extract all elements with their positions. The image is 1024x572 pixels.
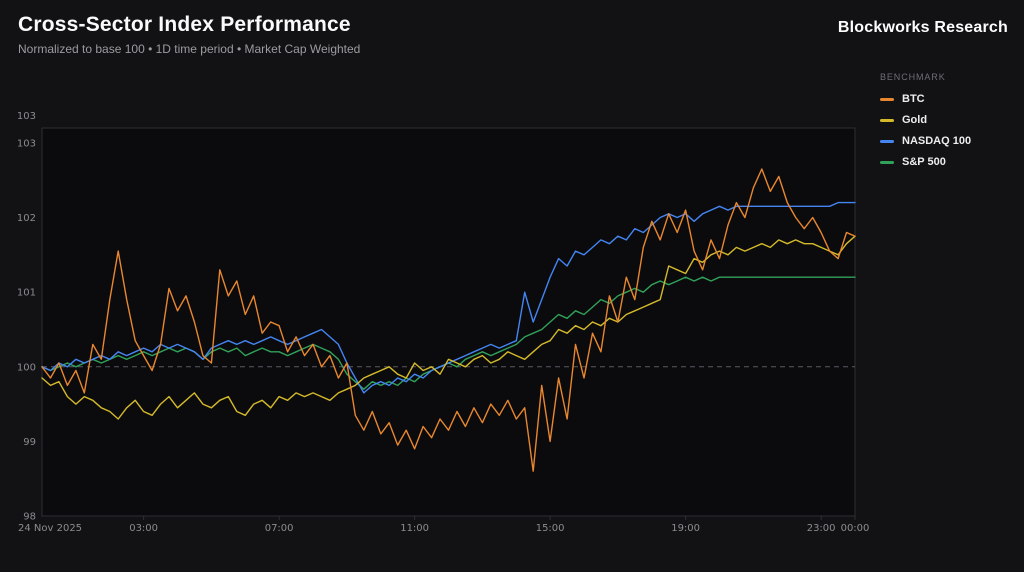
legend-label: Gold <box>902 114 928 126</box>
legend-items: BTC Gold NASDAQ 100 S&P 500 <box>880 93 1020 168</box>
x-tick-label: 07:00 <box>265 523 294 534</box>
title-block: Cross-Sector Index Performance Normalize… <box>18 13 360 56</box>
legend-item-gold[interactable]: Gold <box>880 114 1020 126</box>
y-tick-label: 103 <box>17 138 36 149</box>
legend-swatch-nasdaq-100 <box>880 139 894 143</box>
legend-swatch-s-p-500 <box>880 160 894 164</box>
legend-title: BENCHMARK <box>880 72 946 82</box>
x-tick-label: 15:00 <box>536 523 565 534</box>
legend: BENCHMARK BTC Gold NASDAQ 100 S&P 500 <box>880 72 1020 177</box>
series-line-nasdaq-100 <box>41 201 856 394</box>
legend-item-nasdaq-100[interactable]: NASDAQ 100 <box>880 135 1020 147</box>
chart-region: 103 98 99 100 101 102 103 03:00 07:00 11:00 15:00 1… <box>0 66 1024 572</box>
y-tick-label: 100 <box>17 362 36 373</box>
legend-label: NASDAQ 100 <box>902 135 972 147</box>
legend-swatch-btc <box>880 97 894 101</box>
legend-item-btc[interactable]: BTC <box>880 93 1020 105</box>
line-chart[interactable]: 103 98 99 100 101 102 103 03:00 07:00 11:00 15:00 1… <box>0 66 872 540</box>
legend-label: S&P 500 <box>902 156 946 168</box>
x-tick-label: 00:00 <box>841 523 870 534</box>
x-tick-label: 23:00 <box>807 523 836 534</box>
y-axis-max-label: 103 <box>17 111 36 122</box>
y-tick-label: 102 <box>17 213 36 224</box>
legend-item-s-p-500[interactable]: S&P 500 <box>880 156 1020 168</box>
y-tick-label: 98 <box>23 512 36 523</box>
x-tick-label: 19:00 <box>671 523 700 534</box>
series-line-btc <box>41 168 856 472</box>
y-tick-label: 99 <box>23 437 36 448</box>
y-tick-label: 101 <box>17 288 36 299</box>
legend-label: BTC <box>902 93 925 105</box>
page-subtitle: Normalized to base 100 • 1D time period … <box>18 42 361 56</box>
series-line-gold <box>41 235 856 420</box>
x-axis-date-label: 24 Nov 2025 <box>18 523 82 534</box>
brand-wordmark: Blockworks Research <box>837 19 1008 36</box>
plot-area <box>41 127 856 517</box>
page-title: Cross-Sector Index Performance <box>18 13 351 36</box>
x-tick-label: 11:00 <box>400 523 429 534</box>
x-tick-label: 03:00 <box>129 523 158 534</box>
legend-swatch-gold <box>880 118 894 122</box>
chart-header: Cross-Sector Index Performance Normalize… <box>0 0 1024 66</box>
